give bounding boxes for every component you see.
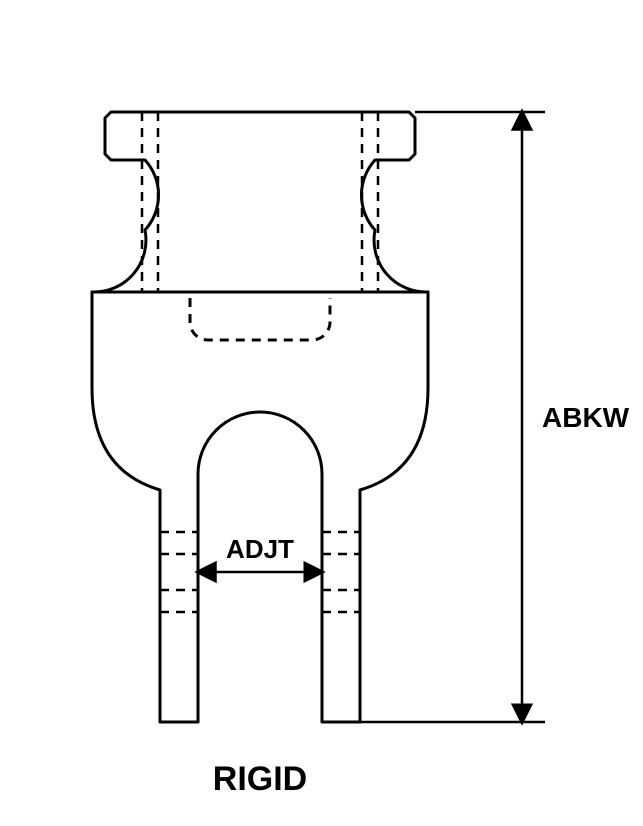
dimension-adjt [198, 564, 322, 580]
flange-hidden-lines [142, 112, 378, 292]
part-outline [92, 112, 428, 722]
label-abkw: ABKW [542, 402, 630, 433]
label-adjt: ADJT [226, 534, 294, 564]
bottom-label-rigid: RIGID [213, 760, 307, 798]
hidden-pocket [190, 298, 330, 340]
engineering-drawing: ABKW ADJT RIGID [0, 0, 643, 826]
dimension-abkw [360, 112, 545, 722]
